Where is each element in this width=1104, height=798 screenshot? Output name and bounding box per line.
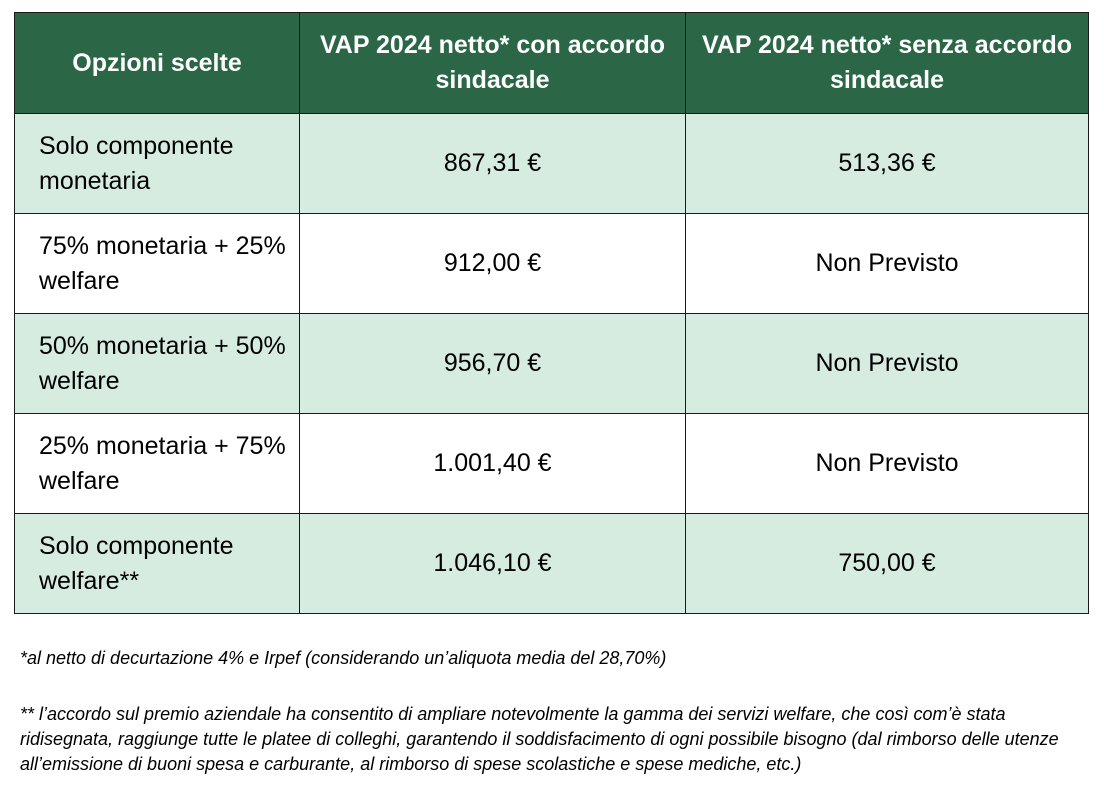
- table-row: 50% monetaria + 50% welfare 956,70 € Non…: [14, 313, 1089, 414]
- with-agreement-cell: 1.001,40 €: [299, 413, 686, 514]
- header-options: Opzioni scelte: [14, 12, 300, 114]
- header-with-agreement: VAP 2024 netto* con accordo sindacale: [299, 12, 686, 114]
- without-agreement-cell: Non Previsto: [685, 213, 1089, 314]
- with-agreement-cell: 867,31 €: [299, 113, 686, 214]
- vap-options-table: Opzioni scelte VAP 2024 netto* con accor…: [14, 12, 1089, 614]
- with-agreement-cell: 912,00 €: [299, 213, 686, 314]
- table-row: Solo componente monetaria 867,31 € 513,3…: [14, 113, 1089, 214]
- without-agreement-cell: 513,36 €: [685, 113, 1089, 214]
- option-cell: 75% monetaria + 25% welfare: [14, 213, 300, 314]
- with-agreement-cell: 956,70 €: [299, 313, 686, 414]
- footnote-net-calculation: *al netto di decurtazione 4% e Irpef (co…: [20, 648, 667, 668]
- option-cell: Solo componente monetaria: [14, 113, 300, 214]
- table-row: 25% monetaria + 75% welfare 1.001,40 € N…: [14, 413, 1089, 514]
- header-without-agreement: VAP 2024 netto* senza accordo sindacale: [685, 12, 1089, 114]
- option-cell: Solo componente welfare**: [14, 513, 300, 614]
- vap-options-table-wrapper: Opzioni scelte VAP 2024 netto* con accor…: [14, 12, 1089, 614]
- table-row: Solo componente welfare** 1.046,10 € 750…: [14, 513, 1089, 614]
- without-agreement-cell: Non Previsto: [685, 413, 1089, 514]
- with-agreement-cell: 1.046,10 €: [299, 513, 686, 614]
- footnote-welfare-agreement: ** l’accordo sul premio aziendale ha con…: [20, 704, 1059, 774]
- option-cell: 25% monetaria + 75% welfare: [14, 413, 300, 514]
- table-header-row: Opzioni scelte VAP 2024 netto* con accor…: [14, 12, 1089, 114]
- without-agreement-cell: Non Previsto: [685, 313, 1089, 414]
- without-agreement-cell: 750,00 €: [685, 513, 1089, 614]
- table-row: 75% monetaria + 25% welfare 912,00 € Non…: [14, 213, 1089, 314]
- option-cell: 50% monetaria + 50% welfare: [14, 313, 300, 414]
